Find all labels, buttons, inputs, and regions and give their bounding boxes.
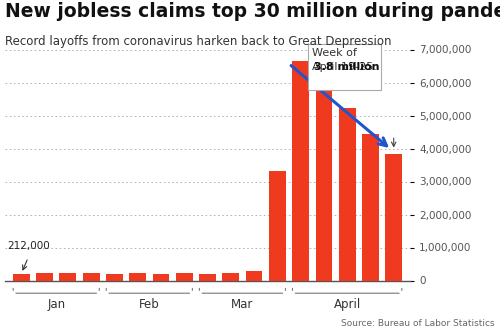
Bar <box>246 271 262 280</box>
Text: Week of
April 19-25:: Week of April 19-25: <box>312 48 377 86</box>
Text: Source: Bureau of Labor Statistics: Source: Bureau of Labor Statistics <box>342 319 495 328</box>
Bar <box>60 273 76 280</box>
Text: Record layoffs from coronavirus harken back to Great Depression: Record layoffs from coronavirus harken b… <box>5 35 392 48</box>
Bar <box>13 274 30 280</box>
Bar <box>269 171 285 280</box>
Bar <box>316 62 332 280</box>
Text: Mar: Mar <box>231 298 254 311</box>
Bar <box>82 273 100 280</box>
Bar <box>36 273 53 280</box>
Text: 212,000: 212,000 <box>8 241 50 251</box>
Bar <box>199 274 216 280</box>
Text: April: April <box>334 298 361 311</box>
Bar <box>176 273 192 280</box>
Bar <box>130 273 146 280</box>
Bar <box>339 108 355 280</box>
Bar <box>362 134 379 280</box>
Text: Jan: Jan <box>47 298 66 311</box>
Bar <box>152 274 170 280</box>
Text: New jobless claims top 30 million during pandemic: New jobless claims top 30 million during… <box>5 2 500 21</box>
Bar <box>292 61 309 280</box>
Text: 3.8 million: 3.8 million <box>314 62 380 72</box>
Bar <box>386 154 402 280</box>
Bar <box>222 273 239 280</box>
Text: Feb: Feb <box>139 298 160 311</box>
Bar <box>106 274 123 280</box>
